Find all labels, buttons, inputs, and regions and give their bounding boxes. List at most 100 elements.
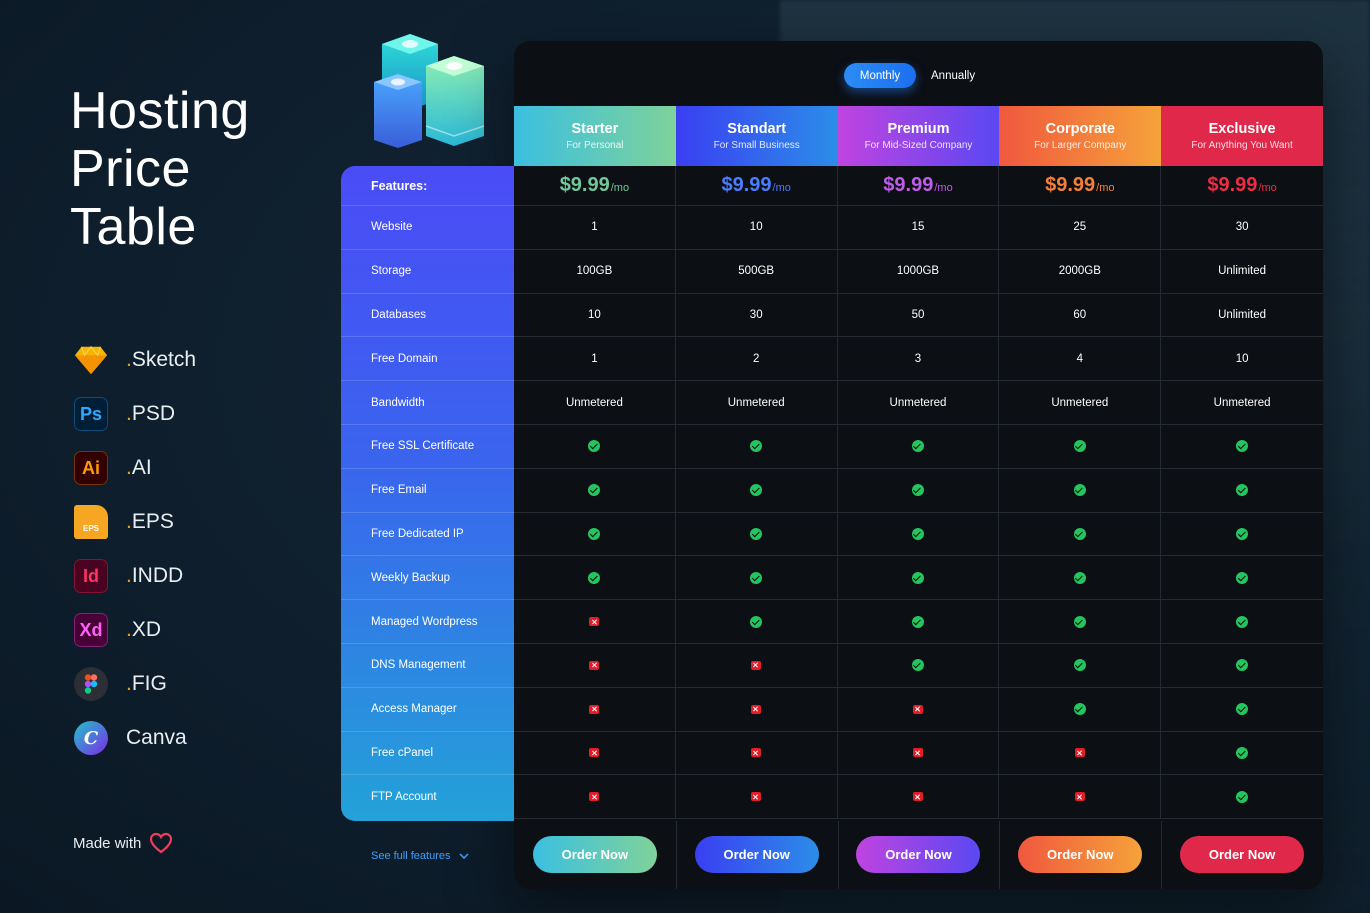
value-cell: 2 — [676, 337, 838, 381]
status-cell — [1161, 600, 1323, 643]
status-cell — [999, 775, 1162, 819]
status-cell — [676, 731, 838, 775]
check-icon — [1236, 703, 1249, 716]
price-unit: /mo — [610, 182, 630, 194]
check-icon — [750, 615, 763, 628]
value-cell: 3 — [838, 337, 1000, 381]
feature-label: Weekly Backup — [341, 556, 514, 601]
price-unit: /mo — [772, 182, 791, 194]
status-cell — [838, 643, 1000, 687]
tool-label: .Sketch — [126, 348, 196, 372]
value-cell: Unmetered — [514, 381, 676, 424]
price-value: $9.99 — [1045, 174, 1096, 196]
status-cell — [999, 556, 1162, 600]
see-full-features-link[interactable]: See full features — [371, 850, 469, 862]
order-now-button-corporate[interactable]: Order Now — [1018, 836, 1143, 873]
table-row — [514, 424, 1323, 469]
feature-label: Free Email — [341, 469, 514, 513]
tool-dot: . — [126, 510, 132, 533]
check-icon — [911, 659, 924, 672]
page-title: Hosting Price Table — [70, 82, 250, 256]
status-cell — [1161, 775, 1323, 818]
status-cell — [676, 468, 838, 512]
tool-item-canva: C Canva — [74, 711, 196, 765]
price-value: $9.99 — [721, 174, 772, 196]
cross-icon — [589, 704, 600, 714]
status-cell — [999, 468, 1162, 512]
check-icon — [1236, 484, 1249, 497]
status-cell — [838, 775, 1000, 819]
tool-label: Canva — [126, 726, 187, 750]
feature-label: Website — [341, 206, 514, 250]
check-icon — [1236, 527, 1249, 540]
plan-subtitle: For Anything You Want — [1191, 140, 1293, 151]
sketch-icon — [74, 343, 108, 377]
check-icon — [911, 615, 924, 628]
status-cell — [514, 468, 676, 512]
cross-icon — [589, 748, 600, 758]
order-now-button-standart[interactable]: Order Now — [694, 836, 819, 873]
value-cell: 30 — [1235, 221, 1249, 234]
tool-item-eps: EPS .EPS — [74, 495, 196, 549]
check-icon — [1073, 527, 1086, 540]
tool-name: INDD — [131, 564, 184, 587]
chevron-down-icon — [458, 853, 469, 859]
status-cell — [838, 468, 1000, 512]
plan-name: Exclusive — [1208, 121, 1276, 137]
value-cell: 1 — [514, 337, 676, 381]
billing-toggle[interactable]: Monthly Annually — [844, 63, 975, 88]
check-icon — [1073, 703, 1086, 716]
price-unit: /mo — [934, 182, 953, 194]
status-cell — [514, 556, 676, 600]
price-unit: /mo — [1096, 182, 1115, 194]
status-cell — [1161, 556, 1323, 599]
price-value: $9.99 — [559, 174, 610, 196]
check-icon — [588, 571, 601, 584]
status-cell — [514, 424, 676, 468]
status-cell — [1161, 644, 1323, 687]
price-unit: /mo — [1258, 182, 1277, 194]
table-row: 10 30 50 60 Unlimited — [514, 293, 1323, 338]
plan-header-starter: Starter For Personal — [514, 106, 676, 166]
tool-label: .EPS — [126, 510, 174, 534]
plan-subtitle: For Mid-Sized Company — [864, 140, 973, 151]
value-cell: 50 — [838, 293, 1000, 337]
status-cell — [514, 731, 676, 775]
status-cell — [838, 424, 1000, 468]
status-cell — [999, 687, 1162, 731]
check-icon — [1236, 615, 1249, 628]
annually-toggle-button[interactable]: Annually — [931, 69, 976, 82]
order-now-button-premium[interactable]: Order Now — [856, 836, 981, 873]
tool-name: EPS — [131, 510, 174, 533]
plan-name: Premium — [887, 121, 950, 137]
tool-item-xd: Xd .XD — [74, 603, 196, 657]
order-now-button-starter[interactable]: Order Now — [532, 836, 657, 873]
status-cell — [1161, 513, 1323, 556]
order-buttons-row: Order Now Order Now Order Now Order Now Orde… — [514, 836, 1323, 873]
status-cell — [676, 556, 838, 600]
check-icon — [1073, 615, 1086, 628]
status-cell — [676, 424, 838, 468]
status-cell — [676, 512, 838, 556]
value-cell: 25 — [999, 206, 1162, 249]
value-cell: 30 — [676, 293, 838, 337]
table-row: 1 10 15 25 30 — [514, 206, 1323, 250]
status-cell — [1161, 688, 1323, 731]
check-icon — [911, 440, 924, 453]
photoshop-icon: Ps — [74, 397, 108, 431]
cross-icon — [589, 792, 600, 802]
price-value: $9.99 — [883, 174, 934, 196]
status-cell — [1161, 732, 1323, 775]
features-header: Features: — [341, 166, 514, 206]
monthly-toggle-button[interactable]: Monthly — [844, 63, 916, 88]
price-row: $9.99/mo $9.99/mo $9.99/mo $9.99/mo $9.99/mo — [514, 166, 1323, 206]
cross-icon — [751, 660, 762, 670]
button-cell: Order Now — [1161, 836, 1323, 873]
table-row — [514, 600, 1323, 644]
order-now-button-exclusive[interactable]: Order Now — [1180, 836, 1305, 873]
tool-item-psd: Ps .PSD — [74, 387, 196, 441]
canva-icon: C — [74, 721, 108, 755]
value-cell: 60 — [999, 293, 1162, 337]
table-row — [514, 468, 1323, 513]
value-cell: Unmetered — [676, 381, 838, 424]
